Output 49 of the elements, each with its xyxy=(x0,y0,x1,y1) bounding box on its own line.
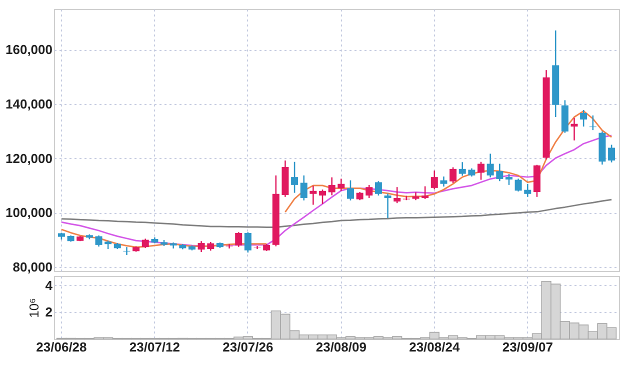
x-tick-label: 23/08/09 xyxy=(316,340,366,354)
candlestick xyxy=(310,185,317,206)
candlestick xyxy=(328,176,336,196)
candlestick xyxy=(338,178,345,192)
candlestick xyxy=(235,232,242,248)
candlestick xyxy=(319,188,326,205)
candlestick xyxy=(514,178,522,192)
y-tick-label: 160,000 xyxy=(6,42,52,58)
candlestick xyxy=(374,180,382,196)
y-tick-label: 120,000 xyxy=(6,150,52,166)
candlestick xyxy=(226,243,233,250)
candlestick xyxy=(478,161,485,180)
candlestick xyxy=(300,174,308,202)
candlestick xyxy=(486,153,494,178)
candlestick xyxy=(198,240,205,253)
candlestick xyxy=(589,114,596,131)
candlestick xyxy=(430,170,438,190)
candlestick xyxy=(608,144,616,164)
y-tick-label: 2 xyxy=(45,304,52,320)
candlestick xyxy=(580,109,588,128)
y-axis-title: 10⁶ xyxy=(26,298,42,318)
candlestick xyxy=(244,232,252,254)
candlestick xyxy=(422,186,429,200)
candlestick xyxy=(450,166,457,184)
x-tick-label: 23/06/28 xyxy=(36,340,87,354)
line-series xyxy=(60,198,612,228)
candlestick xyxy=(254,245,261,250)
candlestick xyxy=(384,192,392,219)
candlestick xyxy=(524,183,532,198)
candlestick xyxy=(366,184,373,199)
y-tick-label: 80,000 xyxy=(12,259,52,274)
x-tick-label: 23/08/24 xyxy=(409,340,460,354)
x-tick-label: 23/07/26 xyxy=(222,340,274,354)
candlestick xyxy=(440,176,448,188)
y-tick-label: 100,000 xyxy=(6,205,52,220)
candlestick xyxy=(291,161,298,194)
candlestick xyxy=(505,173,512,186)
x-tick-label: 23/07/12 xyxy=(129,340,180,354)
candlestick xyxy=(458,161,466,176)
candlestick xyxy=(394,186,401,204)
candlestick xyxy=(142,238,149,249)
candlestick xyxy=(570,117,578,142)
candlestick xyxy=(496,163,504,182)
x-tick-label: 23/09/07 xyxy=(502,340,553,354)
candlestick xyxy=(123,246,130,256)
y-tick-label: 4 xyxy=(45,278,54,293)
y-tick-label: 140,000 xyxy=(6,96,52,112)
candlestick xyxy=(95,234,102,248)
candlestick xyxy=(346,180,354,202)
